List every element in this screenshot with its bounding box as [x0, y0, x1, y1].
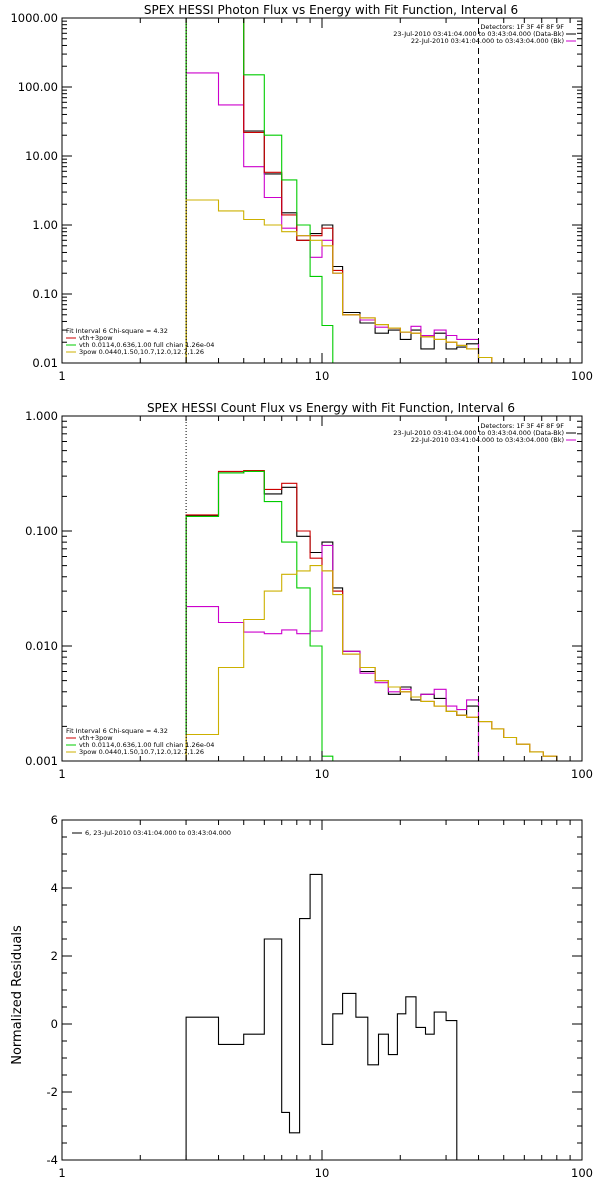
x-tick-label: 10 — [315, 767, 330, 781]
photon-flux-title: SPEX HESSI Photon Flux vs Energy with Fi… — [144, 3, 518, 17]
series-residuals — [185, 873, 458, 1160]
legend-fit-header: Fit Interval 6 Chi-square = 4.32 — [66, 727, 168, 735]
series-data-bk — [185, 18, 480, 363]
photon-flux-panel: SPEX HESSI Photon Flux vs Energy with Fi… — [10, 3, 593, 383]
y-tick-label: 0.010 — [25, 639, 58, 653]
series-group — [185, 470, 582, 761]
y-tick-label: 0.01 — [32, 356, 58, 370]
y-tick-label: 4 — [51, 881, 58, 895]
legend-left-text: vth 0.0114,0.636,1.00 full chian 1.26e-0… — [79, 341, 214, 349]
series-3pow — [185, 565, 582, 761]
series-group — [185, 873, 458, 1160]
residuals-y-axis-label: Normalized Residuals — [10, 925, 25, 1065]
count-flux-title: SPEX HESSI Count Flux vs Energy with Fit… — [147, 401, 515, 415]
y-tick-label: 6 — [51, 813, 58, 827]
series-vth — [185, 470, 334, 761]
y-tick-label: 0.001 — [25, 754, 58, 768]
series-vth-3pow — [185, 470, 582, 761]
legend-left-text: 3pow 0.0440,1.50,10.7,12.0,12.7,1.26 — [79, 748, 204, 756]
legend-left-text: vth+3pow — [79, 734, 113, 742]
legend-left-text: vth+3pow — [79, 334, 113, 342]
y-tick-label: 1.000 — [25, 409, 58, 423]
x-tick-label: 1 — [58, 767, 65, 781]
x-tick-label: 1 — [58, 1166, 65, 1180]
legend-fit-header: Fit Interval 6 Chi-square = 4.32 — [66, 327, 168, 335]
series-group — [185, 18, 504, 363]
y-tick-label: 0.10 — [32, 287, 58, 301]
x-tick-label: 100 — [571, 1166, 593, 1180]
series-vth-3pow — [185, 18, 504, 363]
y-tick-label: 10.00 — [25, 149, 58, 163]
x-tick-label: 100 — [571, 369, 593, 383]
legend-right-text: 23-Jul-2010 03:41:04.000 to 03:43:04.000… — [393, 429, 564, 437]
x-tick-label: 1 — [58, 369, 65, 383]
legend-left-text: 6, 23-Jul-2010 03:41:04.000 to 03:43:04.… — [85, 829, 231, 837]
y-tick-label: 1.00 — [32, 218, 58, 232]
x-tick-label: 10 — [315, 1166, 330, 1180]
y-tick-label: -4 — [47, 1153, 58, 1167]
legend-right-text: 23-Jul-2010 03:41:04.000 to 03:43:04.000… — [393, 30, 564, 38]
legend-right-text: 22-Jul-2010 03:41:04.000 to 03:43:04.000… — [411, 436, 564, 444]
series-3pow — [185, 199, 504, 363]
series-vth — [185, 18, 343, 363]
x-tick-label: 100 — [571, 767, 593, 781]
y-tick-label: -2 — [47, 1085, 58, 1099]
count-flux-panel: SPEX HESSI Count Flux vs Energy with Fit… — [25, 401, 593, 781]
x-tick-label: 10 — [315, 369, 330, 383]
y-tick-label: 1000.00 — [10, 11, 58, 25]
residuals-panel: Normalized Residuals 1 10 100 -4 -2 0 2 4 6 6, 23… — [10, 813, 593, 1180]
legend-left-text: 3pow 0.0440,1.50,10.7,12.0,12.7,1.26 — [79, 348, 204, 356]
series-data-bk — [185, 470, 480, 761]
legend-left-text: vth 0.0114,0.636,1.00 full chian 1.26e-0… — [79, 741, 214, 749]
y-tick-label: 100.00 — [18, 80, 58, 94]
legend-right-text: 22-Jul-2010 03:41:04.000 to 03:43:04.000… — [411, 37, 564, 45]
y-tick-label: 2 — [51, 949, 58, 963]
y-tick-label: 0.100 — [25, 524, 58, 538]
legend-right-text: Detectors: 1F 3F 4F 8F 9F — [480, 23, 564, 31]
series-bk — [185, 72, 480, 363]
y-tick-label: 0 — [51, 1017, 58, 1031]
legend-right-text: Detectors: 1F 3F 4F 8F 9F — [480, 422, 564, 430]
